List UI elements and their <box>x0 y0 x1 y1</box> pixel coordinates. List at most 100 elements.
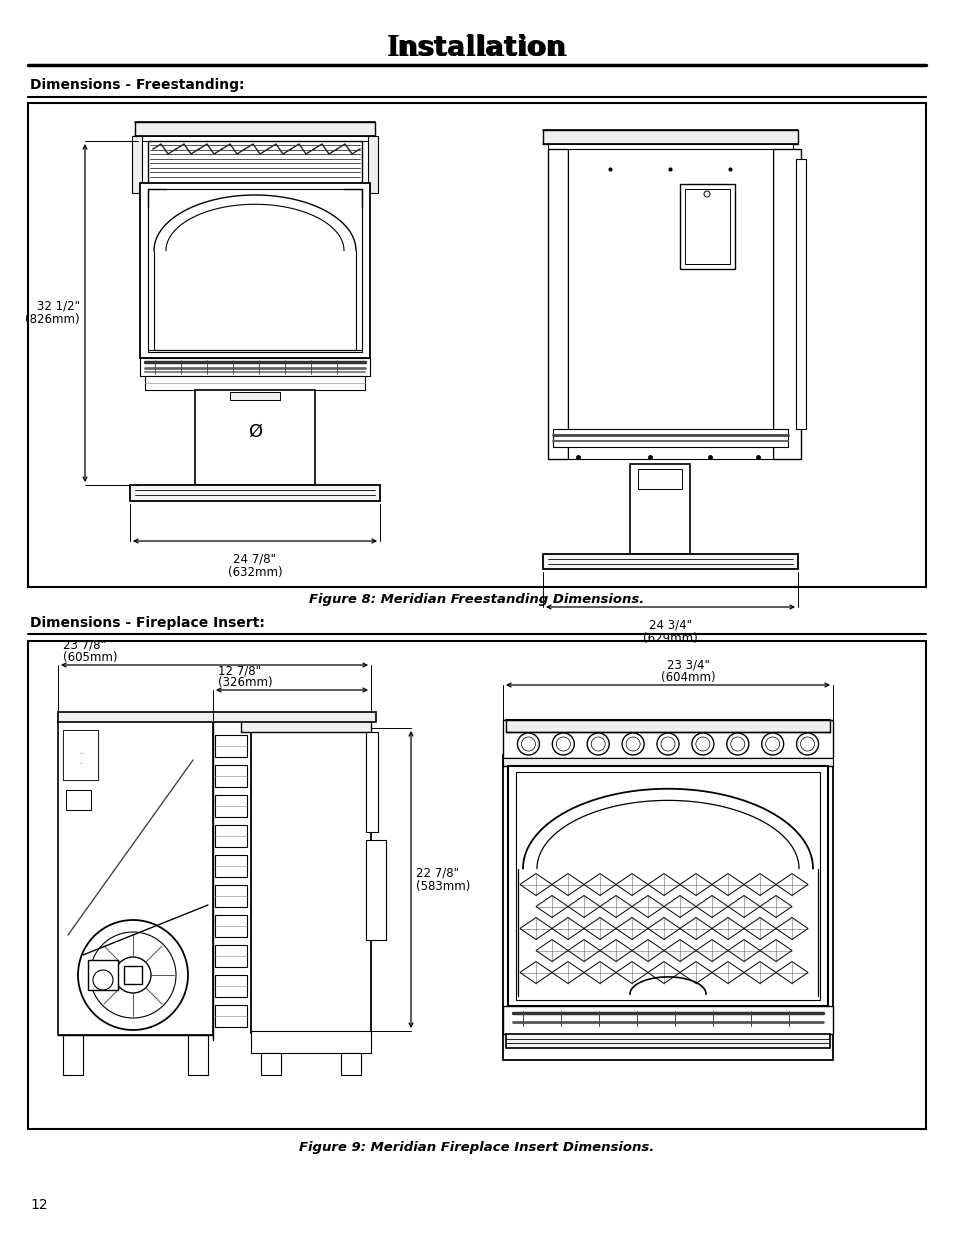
Text: 23 3/4": 23 3/4" <box>666 659 709 672</box>
Bar <box>145 375 365 390</box>
Bar <box>547 144 792 149</box>
Bar <box>148 189 361 352</box>
Bar <box>214 795 247 818</box>
Bar <box>63 730 98 781</box>
Bar <box>251 1031 371 1053</box>
Text: Figure 8: Meridian Freestanding Dimensions.: Figure 8: Meridian Freestanding Dimensio… <box>309 594 644 606</box>
Text: Installation: Installation <box>386 35 567 62</box>
Bar <box>214 1005 247 1028</box>
Bar <box>214 974 247 997</box>
Text: Dimensions - Freestanding:: Dimensions - Freestanding: <box>30 78 244 91</box>
Bar <box>194 390 314 485</box>
Text: (632mm): (632mm) <box>228 566 282 579</box>
Bar <box>505 720 829 732</box>
Text: (583mm): (583mm) <box>416 881 470 893</box>
Text: 24 7/8": 24 7/8" <box>233 553 276 566</box>
Bar <box>58 720 213 1035</box>
Bar <box>366 732 377 832</box>
Text: Figure 9: Meridian Fireplace Insert Dimensions.: Figure 9: Meridian Fireplace Insert Dime… <box>299 1141 654 1155</box>
Circle shape <box>621 734 643 755</box>
Bar <box>629 464 689 555</box>
Bar <box>148 141 361 183</box>
Circle shape <box>90 932 175 1018</box>
Circle shape <box>730 737 744 751</box>
Bar <box>135 122 375 136</box>
Text: Dimensions - Fireplace Insert:: Dimensions - Fireplace Insert: <box>30 616 265 630</box>
Bar <box>230 391 280 400</box>
Circle shape <box>800 737 814 751</box>
Bar <box>130 485 379 501</box>
Circle shape <box>92 969 112 990</box>
Text: (826mm): (826mm) <box>26 314 80 326</box>
Bar <box>188 1035 208 1074</box>
Circle shape <box>78 920 188 1030</box>
Circle shape <box>765 737 779 751</box>
Bar <box>505 1034 829 1049</box>
Bar <box>502 1007 832 1034</box>
Circle shape <box>703 191 709 198</box>
Bar <box>214 764 247 787</box>
Bar <box>502 720 832 758</box>
Text: Ø: Ø <box>248 424 262 441</box>
Bar <box>28 103 925 587</box>
Bar <box>140 183 370 358</box>
Circle shape <box>521 737 535 751</box>
Circle shape <box>115 957 151 993</box>
Text: (605mm): (605mm) <box>63 651 117 664</box>
Bar <box>251 727 371 1032</box>
Bar <box>684 189 729 264</box>
Circle shape <box>625 737 639 751</box>
Bar <box>795 159 805 429</box>
Text: 23 7/8": 23 7/8" <box>63 638 106 652</box>
Bar <box>679 184 734 269</box>
Bar <box>28 641 925 1129</box>
Bar <box>502 758 832 766</box>
Bar <box>214 915 247 937</box>
Bar <box>63 1035 83 1074</box>
Circle shape <box>660 737 675 751</box>
Bar <box>63 730 98 781</box>
Bar <box>542 555 797 569</box>
Bar <box>772 149 801 459</box>
Bar <box>368 136 377 193</box>
Text: (629mm): (629mm) <box>642 632 698 645</box>
Bar <box>261 1053 281 1074</box>
Bar <box>88 960 118 990</box>
Bar <box>567 149 772 459</box>
Text: (604mm): (604mm) <box>660 671 715 684</box>
Circle shape <box>726 734 748 755</box>
Bar <box>547 149 567 459</box>
Circle shape <box>691 734 713 755</box>
Bar <box>241 720 371 732</box>
Bar <box>542 130 797 144</box>
Bar <box>214 945 247 967</box>
Bar <box>214 855 247 877</box>
Bar <box>124 966 142 984</box>
Text: ·: · <box>78 751 81 760</box>
Circle shape <box>552 734 574 755</box>
Ellipse shape <box>245 452 265 466</box>
Text: ·: · <box>78 761 81 769</box>
Text: 12 7/8": 12 7/8" <box>218 664 261 677</box>
Circle shape <box>556 737 570 751</box>
Bar <box>214 735 247 757</box>
Circle shape <box>657 734 679 755</box>
Circle shape <box>760 734 782 755</box>
Bar <box>340 1053 360 1074</box>
Bar <box>507 766 827 1007</box>
Circle shape <box>695 737 709 751</box>
Circle shape <box>517 734 538 755</box>
Text: 12: 12 <box>30 1198 48 1212</box>
Bar <box>132 136 142 193</box>
Text: 32 1/2": 32 1/2" <box>37 300 80 312</box>
Circle shape <box>587 734 609 755</box>
Bar <box>214 825 247 847</box>
Text: Installation: Installation <box>388 35 565 62</box>
Bar <box>66 790 91 810</box>
Circle shape <box>591 737 604 751</box>
Text: 22 7/8": 22 7/8" <box>416 866 458 879</box>
Bar <box>366 840 386 940</box>
Text: (326mm): (326mm) <box>218 676 273 689</box>
Circle shape <box>796 734 818 755</box>
Bar <box>58 713 375 722</box>
